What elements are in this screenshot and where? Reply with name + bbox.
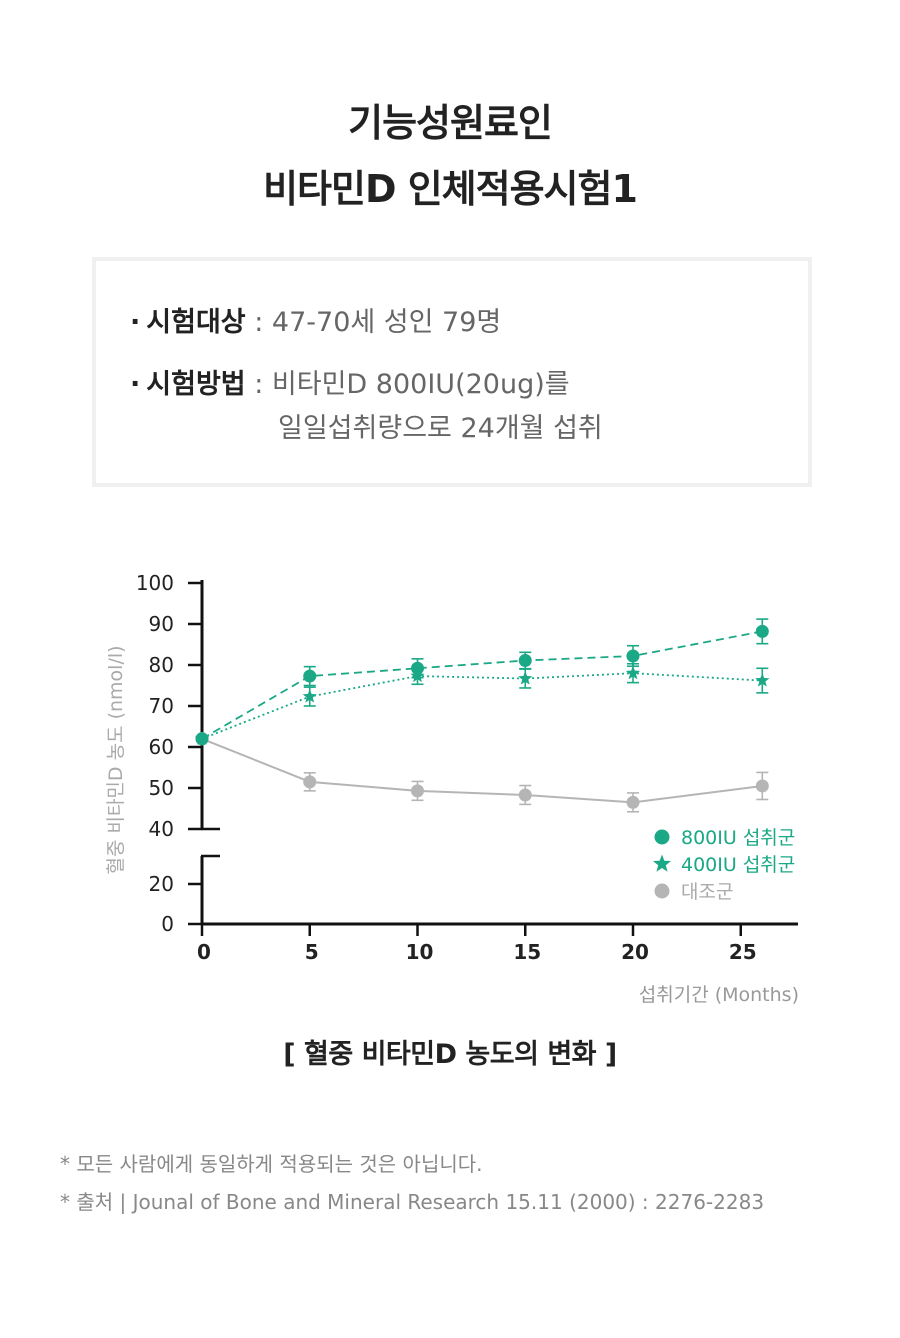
- trial-subject-value: : 47-70세 성인 79명: [254, 307, 502, 338]
- y-tick-label: 90: [149, 612, 174, 636]
- data-point-star: [302, 689, 317, 703]
- legend-label: 800IU 섭취군: [681, 827, 795, 849]
- series-3: [195, 732, 769, 813]
- data-point: [755, 624, 769, 638]
- data-point-star: [625, 665, 641, 680]
- x-tick-label: 5: [305, 940, 319, 964]
- data-point: [626, 649, 640, 663]
- bullet: ·: [130, 307, 141, 338]
- vitamin-d-chart: 100 90 80 70 60 50 40 20 00 5 10 15 20 25 혈중 비타민D 농도 (…: [105, 571, 799, 1006]
- trial-method-value: : 비타민D 800IU(20ug)를: [254, 369, 570, 400]
- data-point-star: [755, 673, 770, 687]
- trial-subject-row: · 시험대상 : 47-70세 성인 79명: [130, 309, 501, 336]
- series-line: [201, 630, 763, 740]
- data-point: [755, 779, 769, 793]
- series-line: [201, 737, 763, 804]
- series-1: [195, 618, 769, 746]
- data-point: [411, 784, 424, 798]
- chart-axes: 100 90 80 70 60 50 40 20 00 5 10 15 20 25 혈중 비타민D 농도 (…: [105, 571, 799, 1006]
- series-2: [194, 662, 770, 745]
- bullet: ·: [130, 369, 141, 400]
- trial-method-value-line2: 일일섭취량으로 24개월 섭취: [278, 413, 603, 444]
- x-tick-label: 20: [621, 940, 649, 964]
- x-tick-label: 0: [197, 940, 211, 964]
- data-point: [626, 795, 640, 809]
- trial-subject-label: 시험대상: [146, 307, 246, 338]
- x-tick-label: 15: [513, 940, 541, 964]
- legend-label: 대조군: [681, 881, 733, 903]
- data-point-star: [518, 671, 533, 685]
- data-point-star: [410, 668, 425, 683]
- source-note: * 출처 | Jounal of Bone and Mineral Resear…: [60, 1190, 765, 1214]
- x-tick-label: 25: [729, 940, 757, 964]
- data-point: [303, 669, 317, 683]
- y-tick-label: 50: [149, 776, 174, 800]
- page-title-line2: 비타민D 인체적용시험1: [263, 167, 638, 211]
- data-point: [518, 788, 532, 802]
- legend-circle-icon: [654, 883, 670, 899]
- chart-series: [194, 618, 770, 813]
- series-line: [201, 672, 763, 740]
- data-point: [518, 653, 532, 667]
- x-axis-label: 섭취기간 (Months): [639, 984, 799, 1006]
- y-tick-label: 0: [161, 912, 174, 936]
- data-point-origin: [195, 732, 209, 746]
- y-axis-label: 혈중 비타민D 농도 (nmol/l): [105, 645, 127, 874]
- y-tick-label: 100: [136, 571, 174, 595]
- legend-circle-icon: [654, 829, 670, 845]
- legend-star-icon: [652, 854, 672, 872]
- data-point: [303, 775, 317, 789]
- y-tick-label: 60: [149, 735, 174, 759]
- y-tick-label: 70: [149, 694, 174, 718]
- y-tick-label: 40: [149, 817, 174, 841]
- disclaimer-note: * 모든 사람에게 동일하게 적용되는 것은 아닙니다.: [60, 1152, 483, 1176]
- y-tick-label: 80: [149, 653, 174, 677]
- y-tick-label: 20: [149, 872, 174, 896]
- trial-method-row: · 시험방법 : 비타민D 800IU(20ug)를: [130, 371, 570, 398]
- trial-method-label: 시험방법: [146, 369, 246, 400]
- x-tick-label: 10: [406, 940, 434, 964]
- page-title-line1: 기능성원료인: [348, 101, 553, 145]
- trial-info-box: · 시험대상 : 47-70세 성인 79명 · 시험방법 : 비타민D 800IU…: [92, 257, 812, 487]
- legend-label: 400IU 섭취군: [681, 854, 795, 876]
- chart-caption: [ 혈중 비타민D 농도의 변화 ]: [283, 1039, 617, 1070]
